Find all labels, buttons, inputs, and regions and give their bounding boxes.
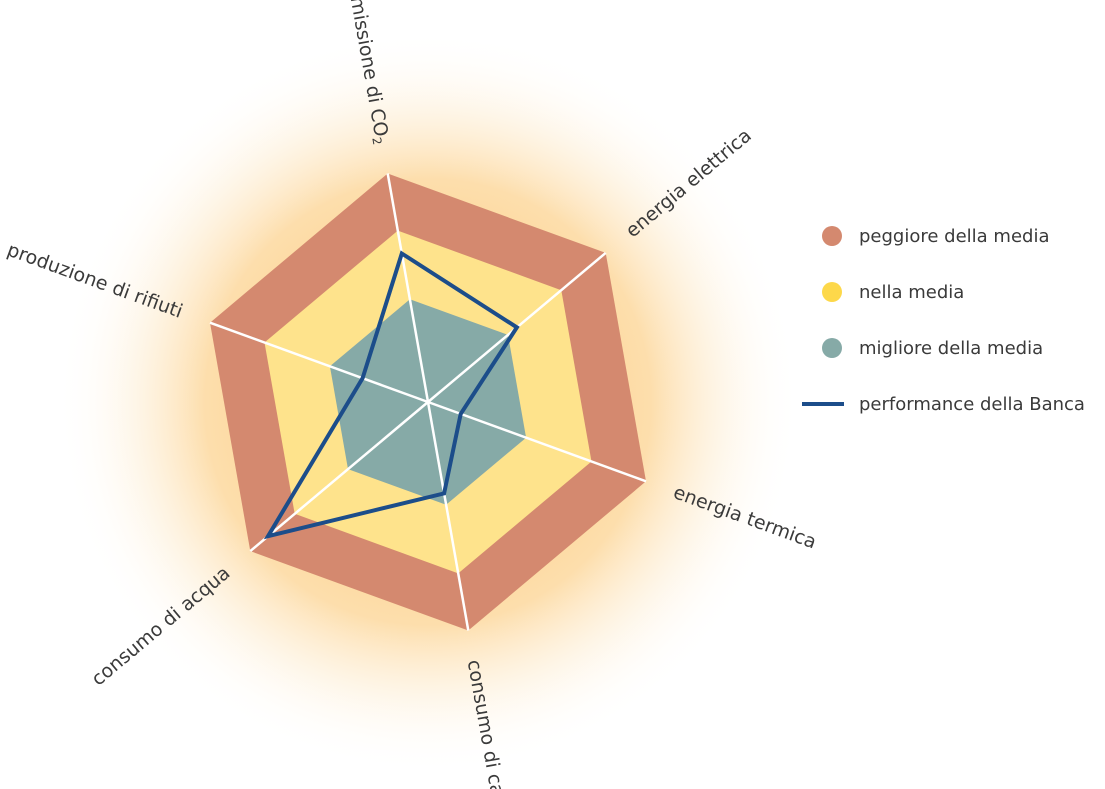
legend-item-performance: performance della Banca	[802, 376, 1102, 432]
legend-swatch-migliore	[822, 338, 842, 358]
axis-line-4	[249, 401, 429, 553]
legend-swatch-nella-media	[822, 282, 842, 302]
axis-line-5	[209, 321, 429, 404]
legend-label-peggiore: peggiore della media	[859, 225, 1050, 247]
legend-item-nella-media: nella media	[802, 264, 1102, 320]
legend-label-migliore: migliore della media	[859, 337, 1044, 359]
legend-label-nella-media: nella media	[859, 281, 965, 303]
legend-label-performance: performance della Banca	[859, 393, 1085, 415]
legend-item-peggiore: peggiore della media	[802, 208, 1102, 264]
legend-swatch-peggiore	[822, 226, 842, 246]
axis-line-3	[426, 401, 470, 631]
series-performance-line	[263, 250, 520, 540]
legend: peggiore della media nella media miglior…	[802, 208, 1102, 432]
legend-item-migliore: migliore della media	[802, 320, 1102, 376]
axis-line-2	[427, 400, 647, 483]
legend-swatch-performance	[802, 402, 844, 406]
axis-line-0	[386, 173, 430, 403]
